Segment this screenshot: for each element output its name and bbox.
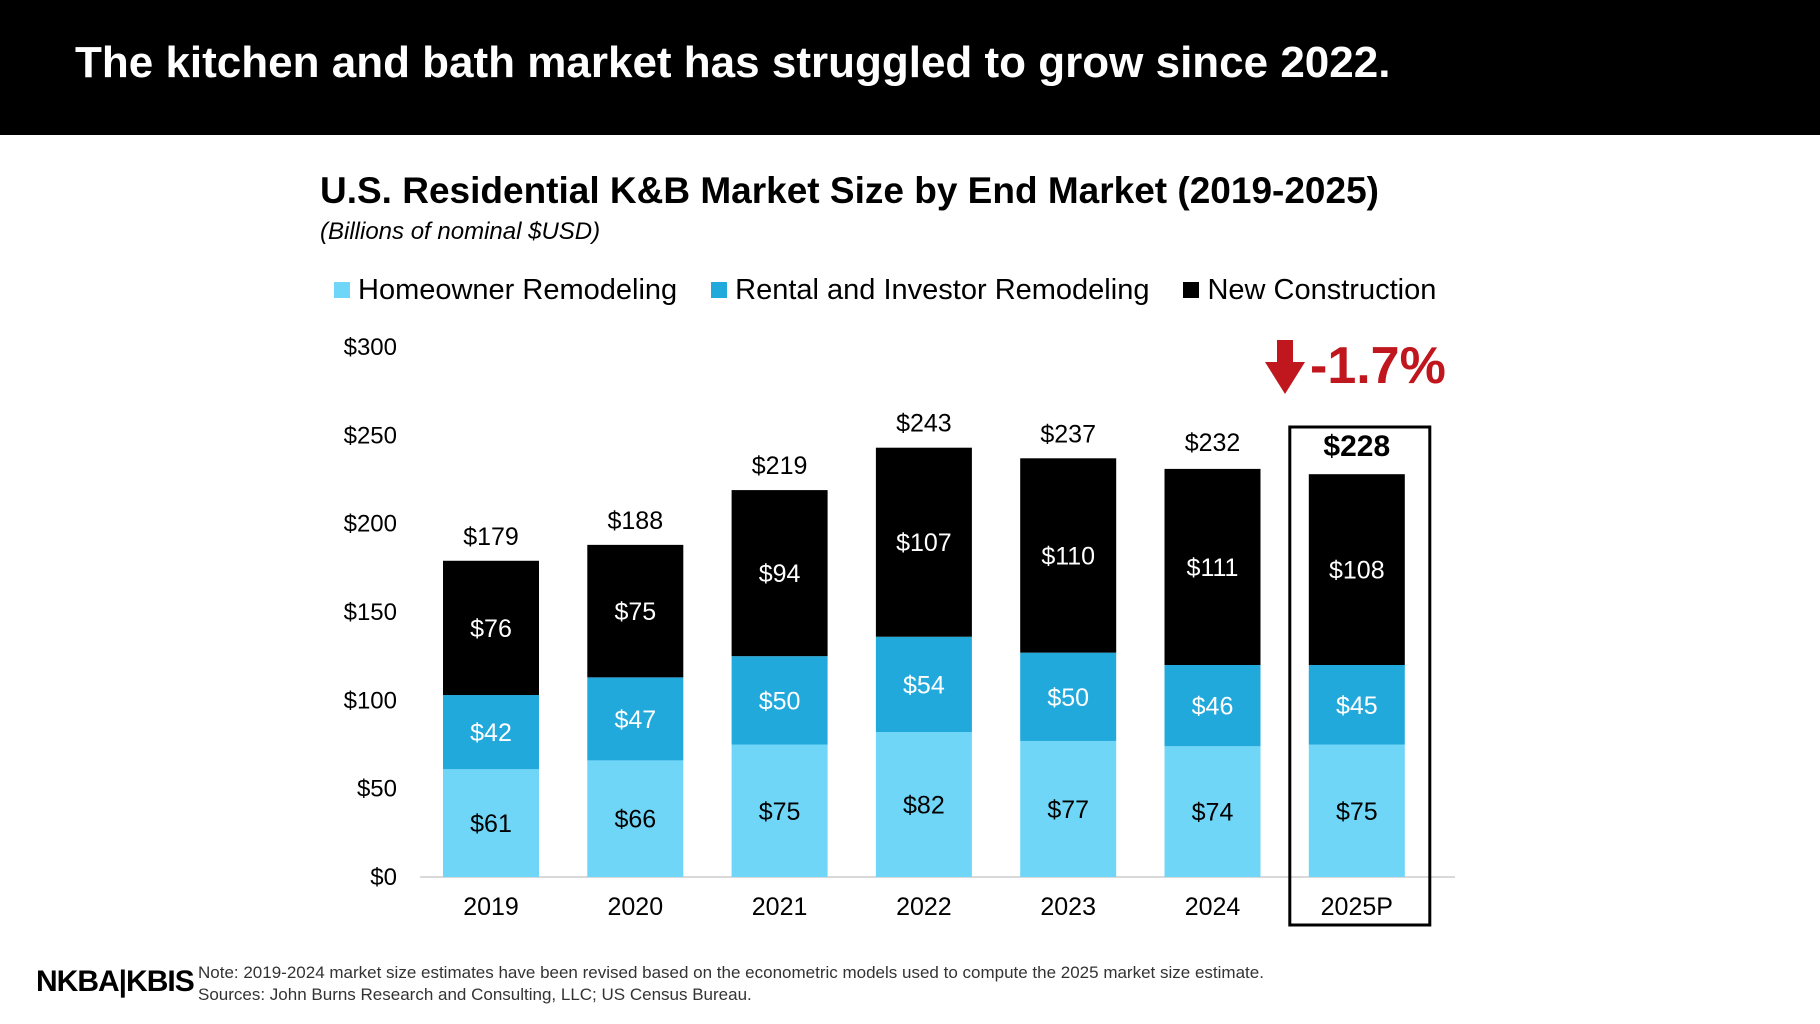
legend-swatch-rental xyxy=(711,282,728,298)
legend-label-homeowner: Homeowner Remodeling xyxy=(358,273,678,306)
data-label-new-construction: $75 xyxy=(614,598,656,626)
y-tick-label: $200 xyxy=(344,511,397,538)
bar-segment-homeowner xyxy=(443,769,539,877)
bar-segment-homeowner xyxy=(1308,744,1405,877)
nkba-kbis-logo: NKBA|KBIS xyxy=(36,965,195,998)
x-tick-label: 2024 xyxy=(1185,893,1241,921)
data-label-new-construction: $110 xyxy=(1041,542,1095,570)
footer-notes: Note: 2019-2024 market size estimates ha… xyxy=(198,962,1264,1006)
data-label-homeowner: $77 xyxy=(1047,796,1089,824)
data-label-rental: $50 xyxy=(759,687,801,715)
bar-segment-rental xyxy=(875,636,972,733)
x-tick-label: 2022 xyxy=(896,893,952,921)
x-tick-label: 2019 xyxy=(463,893,519,921)
data-label-rental: $47 xyxy=(614,706,656,734)
down-arrow-icon xyxy=(1277,340,1293,364)
chart-legend: Homeowner Remodeling Rental and Investor… xyxy=(334,270,1470,310)
y-tick-label: $0 xyxy=(370,864,397,891)
down-arrow-icon xyxy=(1265,362,1305,394)
total-label: $188 xyxy=(607,507,663,535)
data-label-new-construction: $107 xyxy=(896,529,952,557)
bar-segment-rental xyxy=(443,695,539,770)
bar-segment-homeowner xyxy=(587,760,684,877)
bar-segment-homeowner xyxy=(731,744,828,877)
y-tick-label: $50 xyxy=(357,776,397,803)
total-label: $237 xyxy=(1040,420,1096,448)
bar-segment-rental xyxy=(1308,665,1405,745)
data-label-homeowner: $75 xyxy=(1336,798,1378,826)
data-label-new-construction: $108 xyxy=(1329,557,1385,585)
data-label-rental: $50 xyxy=(1047,684,1089,712)
bar-segment-rental xyxy=(1164,665,1261,747)
x-tick-label: 2021 xyxy=(752,893,808,921)
bar-segment-new-construction xyxy=(1308,474,1405,665)
y-tick-label: $250 xyxy=(344,422,397,449)
bar-segment-homeowner xyxy=(1020,740,1117,877)
x-tick-label: 2025P xyxy=(1321,893,1393,921)
footer-note: Note: 2019-2024 market size estimates ha… xyxy=(198,963,1264,982)
legend-label-new-construction: New Construction xyxy=(1207,273,1437,306)
bar-segment-new-construction xyxy=(587,544,684,678)
highlight-box xyxy=(1288,425,1432,927)
data-label-rental: $46 xyxy=(1192,693,1234,721)
bar-segment-new-construction xyxy=(731,490,828,657)
legend-item-new-construction: New Construction xyxy=(1183,274,1436,307)
bar-segment-new-construction xyxy=(443,560,539,696)
data-label-new-construction: $76 xyxy=(470,615,512,643)
legend-item-rental: Rental and Investor Remodeling xyxy=(711,274,1149,307)
data-label-homeowner: $82 xyxy=(903,792,945,820)
y-tick-label: $150 xyxy=(344,599,397,626)
total-label: $243 xyxy=(896,410,952,438)
bar-segment-rental xyxy=(1020,652,1117,741)
change-label: -1.7% xyxy=(1310,337,1446,395)
bar-segment-homeowner xyxy=(1164,746,1261,877)
data-label-homeowner: $61 xyxy=(470,810,512,838)
data-label-new-construction: $94 xyxy=(759,560,801,588)
header-bar: The kitchen and bath market has struggle… xyxy=(0,0,1820,135)
total-label: $232 xyxy=(1185,429,1241,457)
legend-swatch-homeowner xyxy=(334,282,350,298)
chart-title: U.S. Residential K&B Market Size by End … xyxy=(320,170,1379,211)
bar-segment-new-construction xyxy=(875,447,972,637)
data-label-rental: $42 xyxy=(470,719,512,747)
x-tick-label: 2020 xyxy=(607,893,663,921)
slide-title: The kitchen and bath market has struggle… xyxy=(75,38,1391,87)
y-tick-label: $300 xyxy=(344,334,397,361)
total-label: $219 xyxy=(752,452,808,480)
data-label-homeowner: $74 xyxy=(1192,799,1234,827)
footer-sources: Sources: John Burns Research and Consult… xyxy=(198,985,752,1004)
total-label: $179 xyxy=(463,523,519,551)
y-tick-label: $100 xyxy=(344,687,397,714)
bar-segment-rental xyxy=(731,656,828,745)
data-label-homeowner: $75 xyxy=(759,798,801,826)
x-tick-label: 2023 xyxy=(1040,893,1096,921)
data-label-rental: $45 xyxy=(1336,692,1378,720)
bar-segment-new-construction xyxy=(1164,468,1261,665)
data-label-new-construction: $111 xyxy=(1187,554,1239,582)
legend-item-homeowner: Homeowner Remodeling xyxy=(334,274,677,307)
data-label-homeowner: $66 xyxy=(614,806,656,834)
legend-label-rental: Rental and Investor Remodeling xyxy=(735,273,1150,306)
bar-segment-new-construction xyxy=(1020,458,1117,653)
chart-subtitle: (Billions of nominal $USD) xyxy=(320,218,601,245)
total-label: $228 xyxy=(1323,430,1390,463)
bar-segment-rental xyxy=(587,677,684,761)
legend-swatch-new-construction xyxy=(1183,282,1200,298)
data-label-rental: $54 xyxy=(903,671,945,699)
bar-segment-homeowner xyxy=(875,732,972,877)
